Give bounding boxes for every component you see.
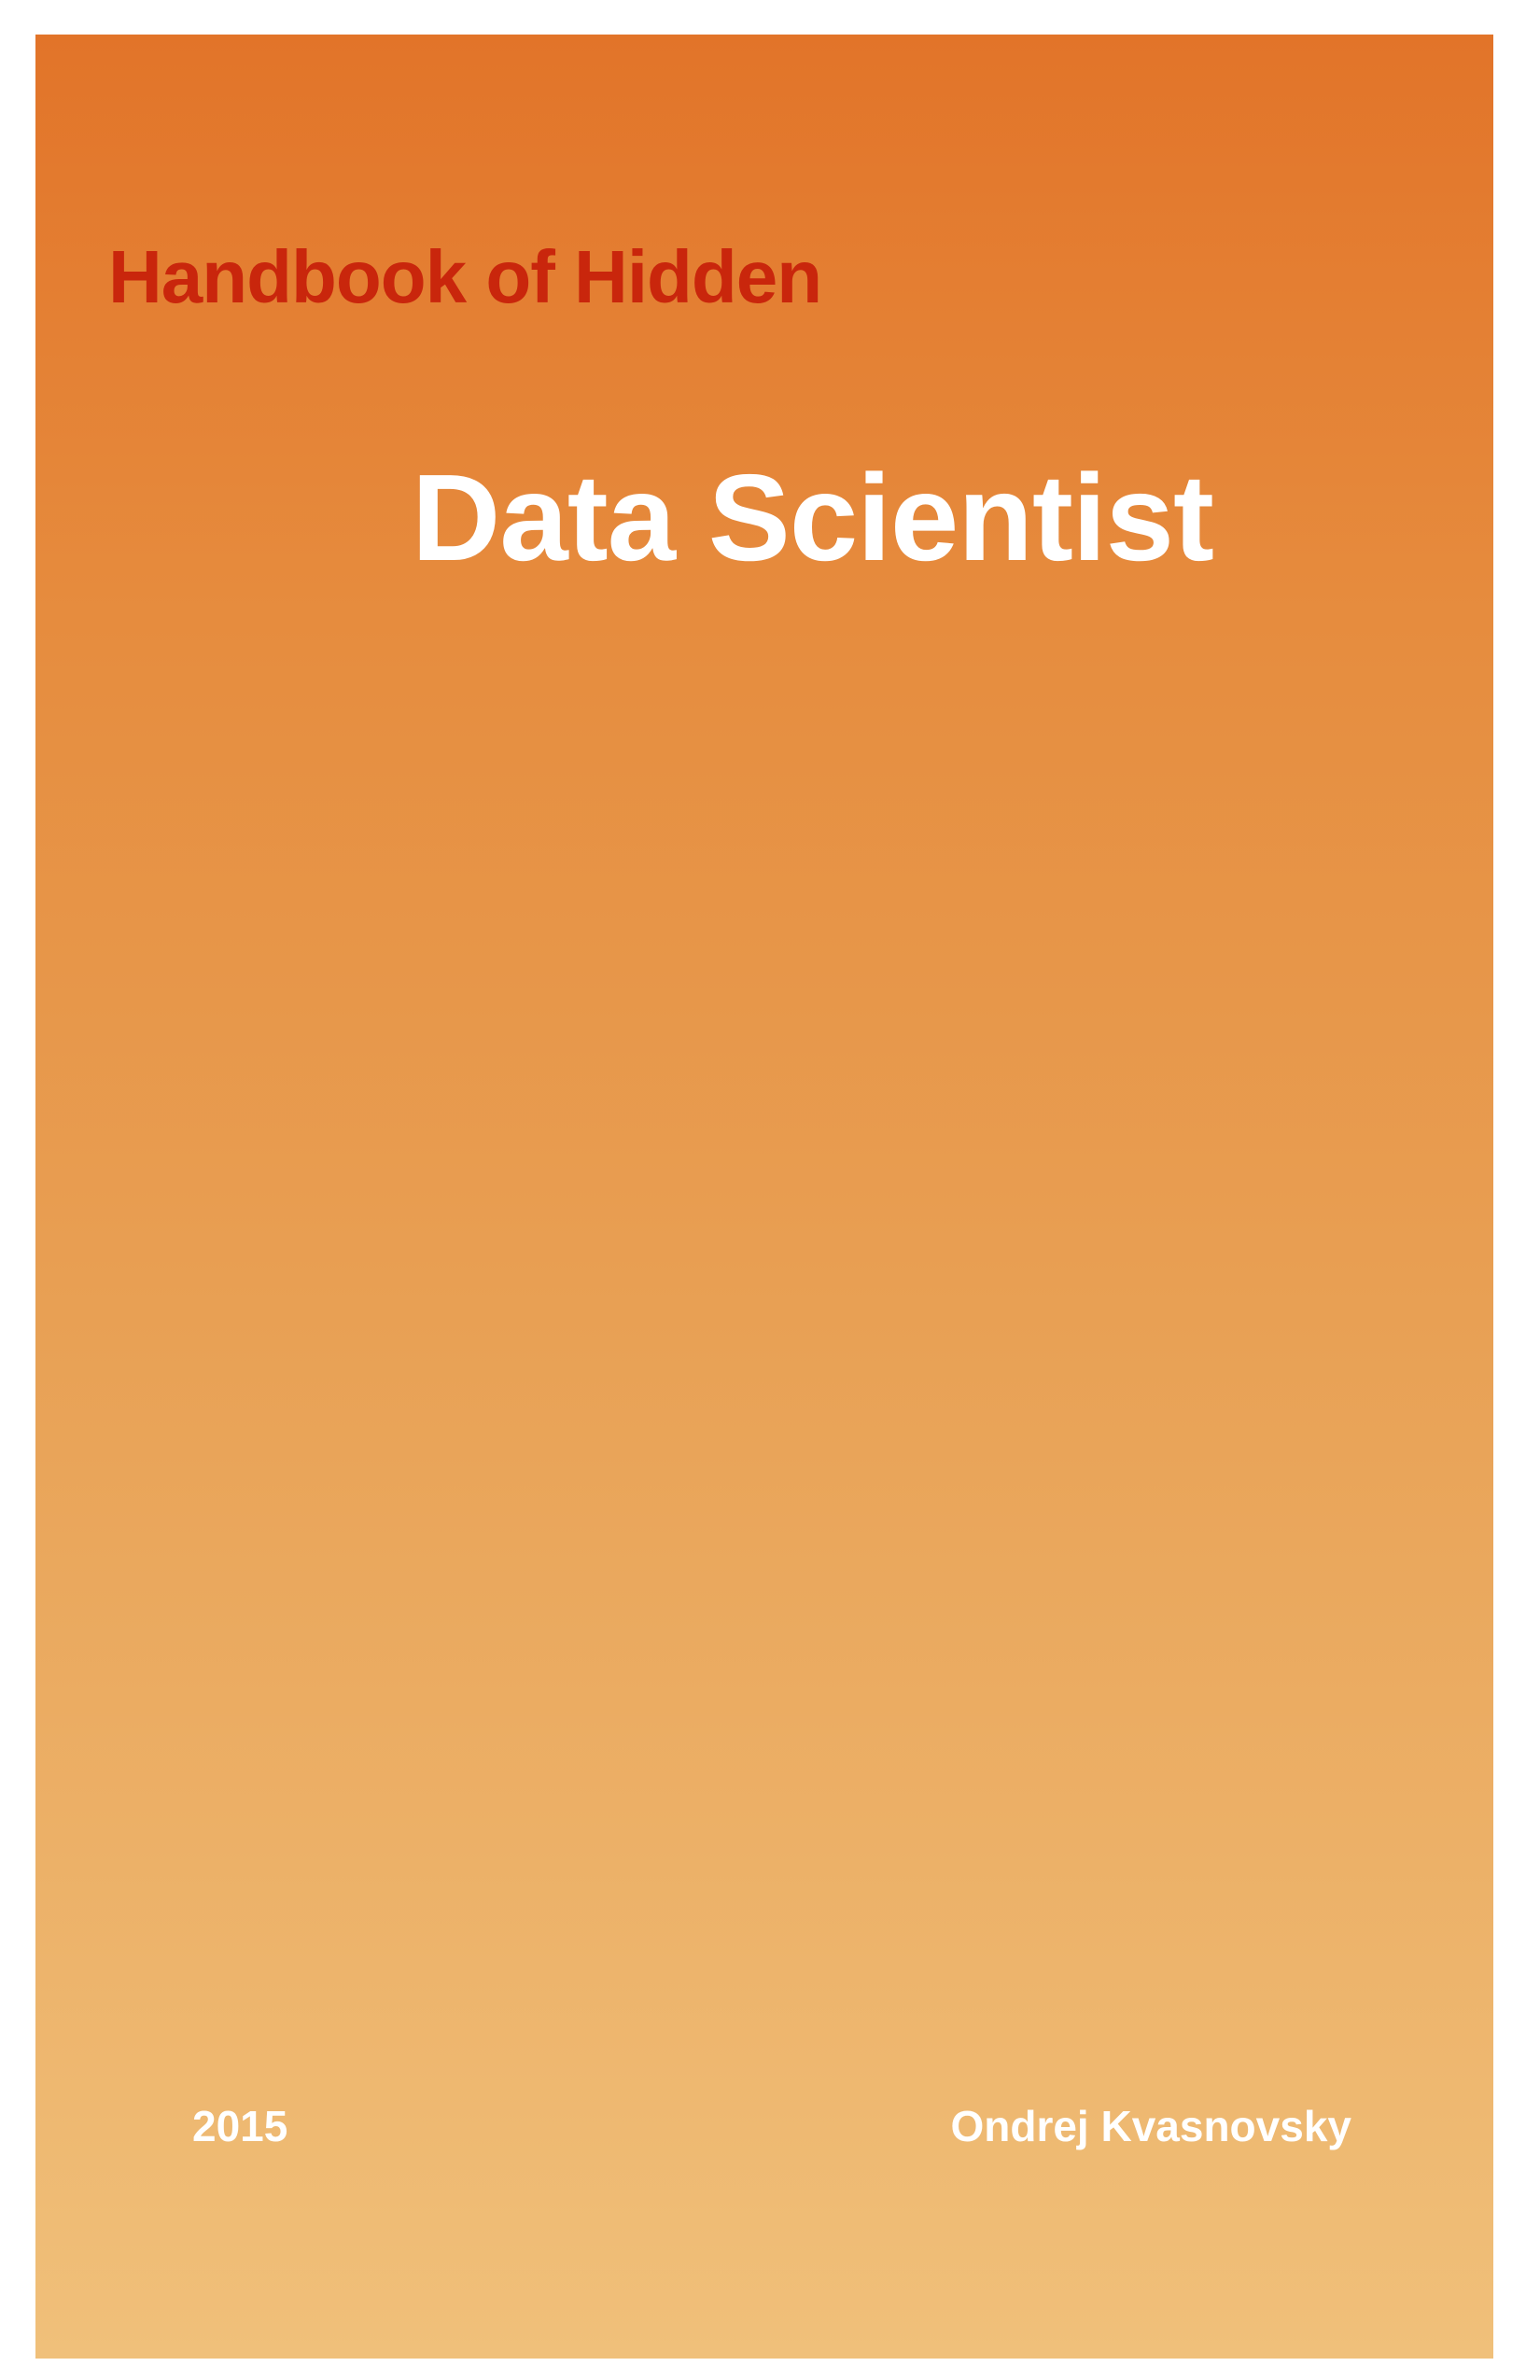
- book-cover: Handbook of Hidden Data Scientist 2015 O…: [35, 35, 1493, 2359]
- cover-year: 2015: [192, 2102, 288, 2150]
- cover-title-top: Handbook of Hidden: [108, 235, 822, 318]
- cover-author: Ondrej Kvasnovsky: [950, 2102, 1351, 2150]
- cover-title-main: Data Scientist: [412, 449, 1214, 586]
